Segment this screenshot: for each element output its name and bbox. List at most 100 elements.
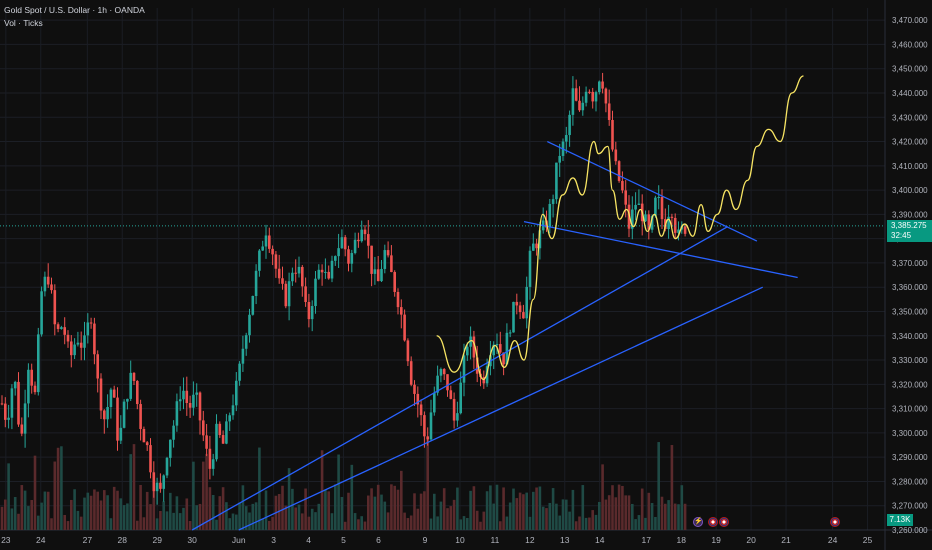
volume-bar <box>617 484 621 530</box>
volume-bar <box>155 518 159 530</box>
volume-bar <box>419 493 423 530</box>
candle-body <box>499 344 502 353</box>
volume-bar <box>505 516 509 530</box>
volume-bar <box>561 499 565 530</box>
volume-bar <box>70 499 73 530</box>
candle-body <box>142 428 146 443</box>
candle-body <box>591 91 594 102</box>
volume-bar <box>40 502 43 530</box>
candle-body <box>129 372 132 399</box>
candle-body <box>27 369 30 404</box>
volume-bar <box>30 499 33 530</box>
volume-bar <box>122 505 126 530</box>
candle-body <box>159 482 162 489</box>
volume-bar <box>640 488 644 530</box>
volume-bar <box>532 491 535 530</box>
candle-body <box>594 92 598 102</box>
volume-bar <box>353 513 357 530</box>
candle-body <box>505 332 509 365</box>
volume-bar <box>522 494 525 530</box>
candle-body <box>46 276 50 285</box>
volume-bar <box>337 454 340 530</box>
candle-body <box>429 412 433 440</box>
y-tick-label: 3,310.000 <box>892 405 928 414</box>
symbol-title[interactable]: Gold Spot / U.S. Dollar · 1h · OANDA <box>4 5 145 15</box>
volume-bar <box>489 485 492 530</box>
candle-body <box>324 271 327 273</box>
candle-body <box>383 250 387 269</box>
candle-body <box>343 237 347 250</box>
volume-bar <box>673 503 677 530</box>
candle-body <box>578 100 581 111</box>
candle-body <box>525 286 528 319</box>
candle-body <box>284 283 288 307</box>
volume-bar <box>119 498 123 530</box>
candle-body <box>482 377 486 384</box>
volume-bar <box>578 516 581 530</box>
volume-bar <box>502 487 505 530</box>
volume-bar <box>386 512 390 530</box>
volume-bar <box>0 506 4 530</box>
us-flag-icon[interactable] <box>830 517 840 527</box>
volume-bar <box>83 497 86 530</box>
volume-bar <box>13 497 17 530</box>
volume-bar <box>231 513 235 530</box>
volume-indicator-label[interactable]: Vol · Ticks <box>4 18 43 28</box>
us-flag-icon[interactable] <box>719 517 729 527</box>
x-tick-label: 17 <box>642 535 652 545</box>
candle-body <box>617 161 621 181</box>
candle-body <box>637 203 641 205</box>
candle-body <box>334 256 337 261</box>
volume-bar <box>79 516 83 530</box>
candle-body <box>103 410 106 420</box>
volume-bar <box>667 500 670 530</box>
lightning-icon[interactable]: ⚡ <box>693 517 703 527</box>
volume-bar <box>195 505 198 530</box>
us-flag-icon[interactable] <box>708 517 718 527</box>
volume-bar <box>149 504 152 530</box>
volume-bar <box>241 485 245 530</box>
candle-body <box>495 344 499 346</box>
volume-bar <box>126 503 129 530</box>
candle-body <box>409 361 413 385</box>
volume-bar <box>594 514 598 530</box>
y-tick-label: 3,430.000 <box>892 113 928 122</box>
volume-bar <box>650 503 654 530</box>
x-tick-label: 29 <box>152 535 162 545</box>
candle-body <box>4 403 7 420</box>
volume-bar <box>314 512 317 530</box>
candle-body <box>119 427 123 441</box>
volume-bar <box>413 493 416 530</box>
candle-body <box>327 271 330 279</box>
volume-bar <box>634 519 637 530</box>
candle-body <box>314 278 317 307</box>
volume-bar <box>581 485 585 530</box>
candle-body <box>614 149 618 162</box>
last-price-tag: 3,385.275 32:45 <box>887 219 932 242</box>
volume-bar <box>169 492 172 530</box>
x-tick-label: 18 <box>676 535 686 545</box>
y-tick-label: 3,290.000 <box>892 453 928 462</box>
x-tick-label: 27 <box>83 535 93 545</box>
y-tick-label: 3,400.000 <box>892 186 928 195</box>
candle-body <box>456 413 459 421</box>
volume-bar <box>327 491 330 530</box>
volume-bar <box>446 508 449 530</box>
volume-bar <box>103 490 106 530</box>
candle-body <box>96 354 99 379</box>
candle-body <box>33 385 37 393</box>
candle-body <box>452 398 456 421</box>
candle-body <box>433 392 436 413</box>
volume-bar <box>538 486 542 530</box>
candle-body <box>116 397 119 441</box>
volume-bar <box>291 488 294 530</box>
volume-bar <box>528 516 532 530</box>
candle-body <box>225 421 228 444</box>
candle-body <box>182 390 185 400</box>
candle-body <box>66 334 70 342</box>
candle-body <box>228 415 231 422</box>
volume-bar <box>396 489 400 530</box>
volume-bar <box>469 490 472 530</box>
